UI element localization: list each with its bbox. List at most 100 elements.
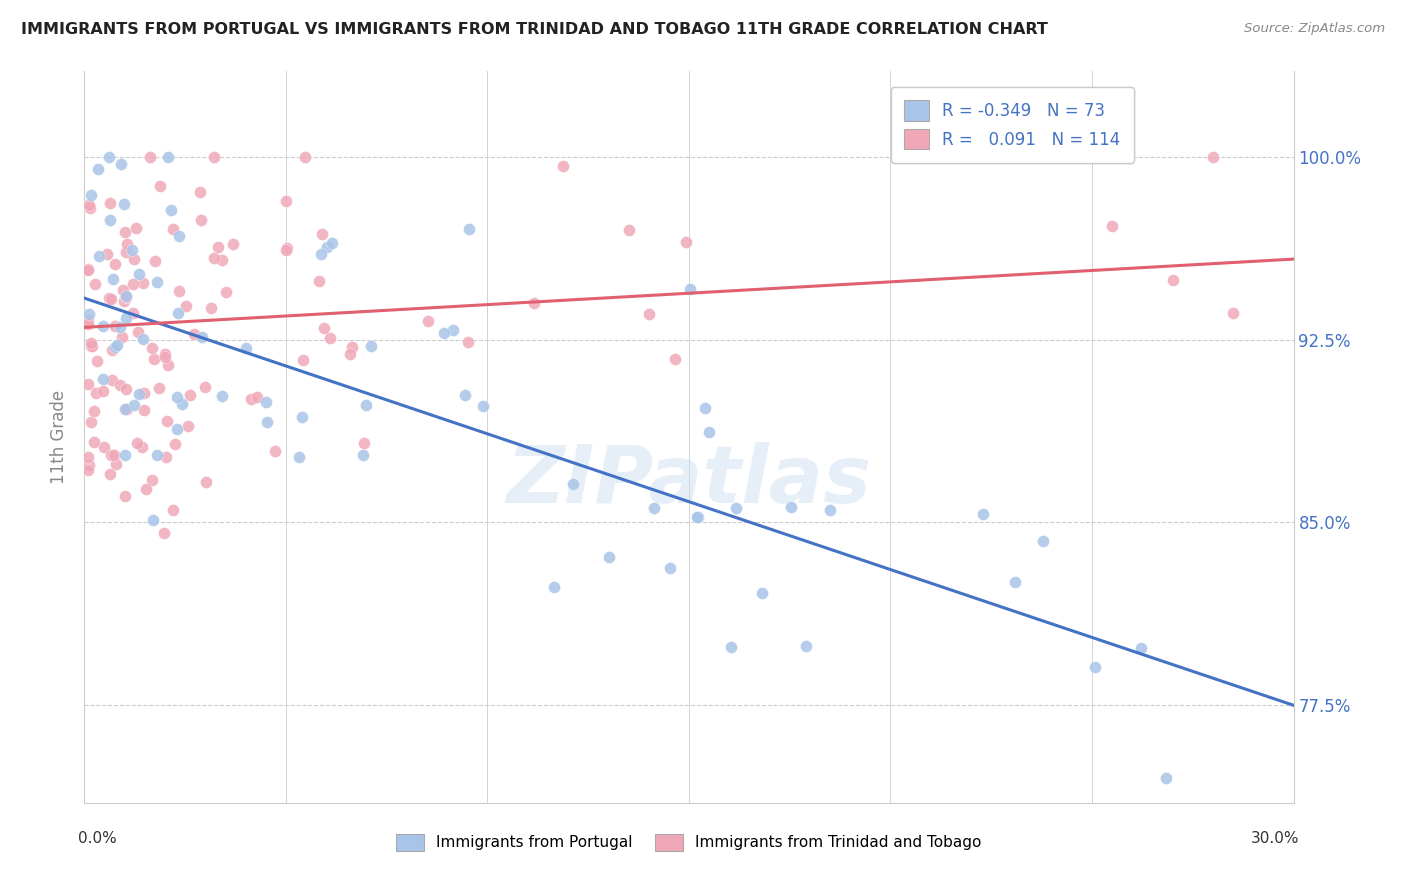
Point <box>751 585 773 599</box>
Point <box>149 178 172 193</box>
Point <box>188 186 211 200</box>
Point <box>156 414 179 428</box>
Point <box>202 150 225 164</box>
Point <box>291 353 314 368</box>
Point <box>122 252 145 267</box>
Point <box>276 241 298 255</box>
Point <box>77 307 100 321</box>
Point <box>104 319 127 334</box>
Point <box>643 501 665 516</box>
Text: IMMIGRANTS FROM PORTUGAL VS IMMIGRANTS FROM TRINIDAD AND TOBAGO 11TH GRADE CORRE: IMMIGRANTS FROM PORTUGAL VS IMMIGRANTS F… <box>21 22 1047 37</box>
Point <box>679 282 702 296</box>
Point <box>166 422 188 436</box>
Point <box>523 296 546 310</box>
Point <box>153 525 176 540</box>
Point <box>1161 273 1184 287</box>
Point <box>98 212 121 227</box>
Point <box>319 331 342 345</box>
Point <box>972 507 994 521</box>
Point <box>339 347 361 361</box>
Point <box>134 385 156 400</box>
Point <box>1222 306 1244 320</box>
Point <box>163 437 186 451</box>
Point <box>167 284 190 298</box>
Point <box>1084 660 1107 674</box>
Point <box>686 509 709 524</box>
Point <box>87 249 110 263</box>
Point <box>190 213 212 227</box>
Point <box>124 221 146 235</box>
Point <box>146 448 169 462</box>
Point <box>254 395 277 409</box>
Point <box>342 340 364 354</box>
Point <box>101 343 124 357</box>
Point <box>191 330 214 344</box>
Point <box>458 221 481 235</box>
Point <box>122 398 145 412</box>
Point <box>1154 771 1177 785</box>
Point <box>83 435 105 450</box>
Point <box>543 580 565 594</box>
Point <box>274 243 297 257</box>
Point <box>104 257 127 271</box>
Point <box>143 254 166 268</box>
Point <box>77 262 100 277</box>
Point <box>174 299 197 313</box>
Point <box>433 326 456 340</box>
Point <box>80 339 103 353</box>
Point <box>697 425 720 440</box>
Point <box>112 196 135 211</box>
Point <box>127 325 149 339</box>
Point <box>77 458 100 473</box>
Text: 30.0%: 30.0% <box>1251 831 1299 846</box>
Point <box>112 293 135 308</box>
Point <box>84 386 107 401</box>
Point <box>312 321 335 335</box>
Point <box>135 482 157 496</box>
Point <box>156 358 179 372</box>
Point <box>121 243 143 257</box>
Point <box>77 463 100 477</box>
Point <box>139 150 162 164</box>
Point <box>80 187 103 202</box>
Point <box>454 388 477 402</box>
Point <box>211 252 233 267</box>
Point <box>98 195 121 210</box>
Point <box>115 311 138 326</box>
Point <box>725 500 748 515</box>
Point <box>457 335 479 350</box>
Point <box>160 202 183 217</box>
Point <box>77 262 100 277</box>
Point <box>166 390 188 404</box>
Point <box>153 350 176 364</box>
Point <box>96 246 118 260</box>
Point <box>97 150 120 164</box>
Point <box>114 489 136 503</box>
Point <box>77 198 100 212</box>
Point <box>179 388 201 402</box>
Point <box>720 640 742 654</box>
Point <box>256 415 278 429</box>
Point <box>598 549 620 564</box>
Point <box>202 251 225 265</box>
Point <box>796 639 818 653</box>
Point <box>77 318 100 332</box>
Point <box>246 390 269 404</box>
Point <box>114 401 136 416</box>
Point <box>780 500 803 514</box>
Legend: R = -0.349   N = 73, R =   0.091   N = 114: R = -0.349 N = 73, R = 0.091 N = 114 <box>891 87 1135 162</box>
Point <box>114 244 136 259</box>
Point <box>131 276 153 290</box>
Point <box>91 372 114 386</box>
Point <box>125 435 148 450</box>
Point <box>80 339 103 353</box>
Y-axis label: 11th Grade: 11th Grade <box>51 390 69 484</box>
Point <box>321 235 343 250</box>
Point <box>77 313 100 327</box>
Point <box>441 322 464 336</box>
Point <box>79 201 101 215</box>
Point <box>128 387 150 401</box>
Point <box>145 275 167 289</box>
Point <box>105 338 128 352</box>
Point <box>148 381 170 395</box>
